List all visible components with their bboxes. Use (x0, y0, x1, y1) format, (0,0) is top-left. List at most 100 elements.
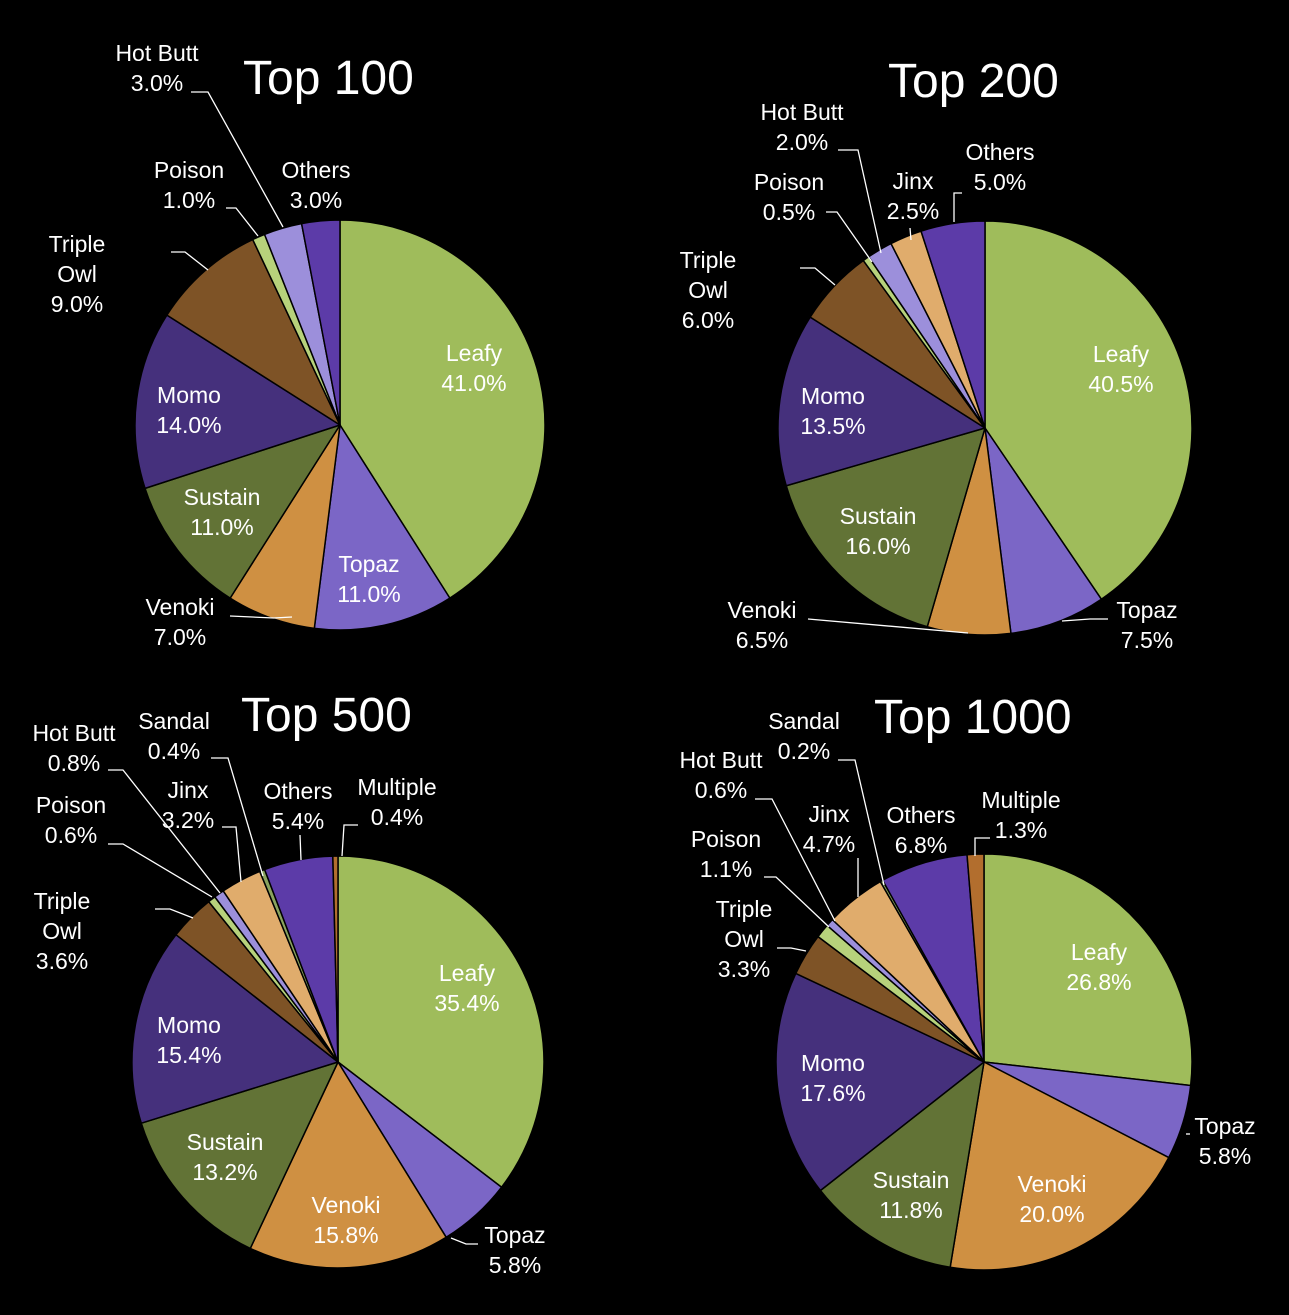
pie-slice-venoki (249, 1061, 447, 1269)
leader-line-poison (108, 843, 213, 898)
slice-name-label: Poison (691, 826, 761, 852)
slice-name-label: Owl (57, 261, 97, 287)
leader-line-multiple (974, 837, 990, 856)
slice-value-label: 6.0% (682, 307, 734, 333)
slice-value-label: 5.8% (1199, 1143, 1251, 1169)
slice-name-label: Owl (42, 918, 82, 944)
leader-line-jinx (222, 826, 242, 883)
pie-slice-leafy (984, 220, 1193, 600)
pie-slice-topaz (984, 427, 1103, 635)
slice-value-label: 20.0% (1019, 1201, 1084, 1227)
slice-value-label: 2.0% (776, 129, 828, 155)
pie-slice-leafy (339, 219, 546, 599)
slice-name-label: Others (281, 157, 350, 183)
leader-line-sandal (838, 759, 885, 886)
leader-line-multiple (341, 824, 358, 857)
slice-name-label: Poison (36, 792, 106, 818)
pie-slice-sustain (819, 1061, 985, 1268)
slice-value-label: 15.8% (313, 1222, 378, 1248)
pie-chart-top-500: Top 500 Leafy 35.4% Topaz 5.8% Venoki 15.8% Sus… (32, 689, 545, 1278)
pie-chart-top-200: Top 200 Leafy 40.5% Topaz 7.5% Venoki 6.5% Sust… (680, 55, 1193, 653)
leader-line-sandal (211, 757, 264, 877)
slice-name-label: Hot Butt (679, 747, 763, 773)
slice-name-label: Topaz (1194, 1113, 1255, 1139)
slice-name-label: Momo (157, 1012, 221, 1038)
slice-name-label: Sustain (873, 1167, 950, 1193)
pie-slice-triple-owl (166, 238, 341, 426)
chart-title: Top 200 (888, 55, 1059, 108)
slice-name-label: Others (965, 139, 1034, 165)
slice-value-label: 6.5% (736, 627, 788, 653)
leader-line-others (299, 834, 302, 861)
slice-name-label: Owl (724, 926, 764, 952)
slice-name-label: Sandal (138, 708, 210, 734)
pie-slice-multiple (332, 855, 339, 1063)
slice-name-label: Triple (49, 231, 106, 257)
leader-line-triple-owl (155, 908, 194, 919)
slice-value-label: 35.4% (434, 990, 499, 1016)
slice-name-label: Momo (801, 1050, 865, 1076)
leader-line-venoki (229, 615, 293, 619)
slice-name-label: Venoki (145, 594, 214, 620)
pie-slice-sustain (785, 427, 986, 628)
leader-line-jinx (909, 227, 912, 241)
leader-line-triple-owl (777, 947, 807, 952)
slice-value-label: 15.4% (156, 1042, 221, 1068)
slice-name-label: Others (886, 802, 955, 828)
slice-name-label: Leafy (1093, 341, 1150, 367)
slice-value-label: 4.7% (803, 831, 855, 857)
slice-name-label: Owl (688, 277, 728, 303)
slice-name-label: Venoki (311, 1192, 380, 1218)
leader-line-venoki (807, 618, 969, 634)
slice-value-label: 0.6% (695, 777, 747, 803)
slice-value-label: 41.0% (441, 370, 506, 396)
slice-name-label: Multiple (981, 787, 1060, 813)
slice-name-label: Multiple (357, 774, 436, 800)
slice-name-label: Sustain (840, 503, 917, 529)
leader-line-triple-owl (800, 267, 836, 286)
slice-name-label: Topaz (338, 551, 399, 577)
slice-value-label: 40.5% (1088, 371, 1153, 397)
slice-name-label: Hot Butt (32, 720, 116, 746)
slice-value-label: 3.0% (131, 70, 183, 96)
slice-name-label: Sustain (187, 1129, 264, 1155)
slice-name-label: Hot Butt (115, 40, 199, 66)
slice-value-label: 0.8% (48, 750, 100, 776)
slice-value-label: 11.0% (190, 514, 254, 540)
slice-value-label: 14.0% (156, 412, 221, 438)
leader-line-others (953, 192, 962, 222)
leader-line-hot-butt (838, 149, 882, 254)
leader-line-poison (826, 211, 873, 263)
pie-slice-momo (775, 972, 985, 1192)
pie-slice-others (920, 220, 986, 429)
pie-slice-venoki (949, 1061, 1170, 1271)
slice-value-label: 7.0% (154, 624, 206, 650)
slice-name-label: Momo (801, 383, 865, 409)
slice-value-label: 17.6% (800, 1080, 865, 1106)
slice-value-label: 26.8% (1066, 969, 1131, 995)
slice-name-label: Leafy (1071, 939, 1128, 965)
chart-title: Top 500 (241, 689, 412, 742)
leader-line-poison (226, 207, 259, 237)
pie-slice-leafy (337, 855, 545, 1188)
slice-value-label: 5.8% (489, 1252, 541, 1278)
slice-name-label: Jinx (168, 777, 209, 803)
leader-line-hot-butt (755, 798, 836, 922)
slice-name-label: Momo (157, 382, 221, 408)
slice-value-label: 3.3% (718, 956, 770, 982)
slice-value-label: 6.8% (895, 832, 947, 858)
slice-value-label: 0.2% (778, 738, 830, 764)
slice-name-label: Triple (34, 888, 91, 914)
slice-value-label: 0.4% (371, 804, 423, 830)
slice-value-label: 3.2% (162, 807, 214, 833)
slice-value-label: 13.2% (192, 1159, 257, 1185)
slice-name-label: Triple (716, 896, 773, 922)
pie-chart-top-1000: Top 1000 Leafy 26.8% Topaz 5.8% Venoki 20.0% Su… (679, 691, 1256, 1271)
slice-value-label: 0.6% (45, 822, 97, 848)
leader-line-hot-butt (191, 91, 284, 228)
slice-value-label: 0.5% (763, 199, 815, 225)
slice-name-label: Topaz (484, 1222, 545, 1248)
pie-slice-momo (131, 933, 339, 1124)
slice-name-label: Leafy (446, 340, 503, 366)
